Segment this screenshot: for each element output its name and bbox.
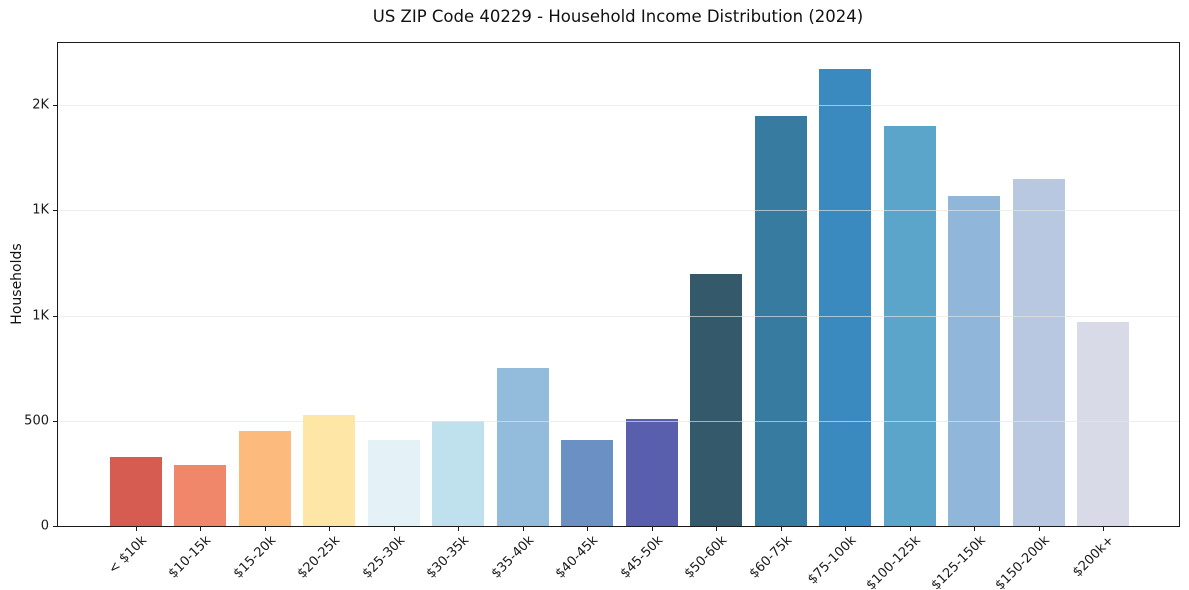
bar-$100-125k [883, 126, 936, 526]
x-tick-label: $40-45k [553, 533, 602, 582]
bar-$40-45k [561, 439, 613, 526]
y-tick-label: 2K [32, 97, 49, 113]
x-tick-mark [716, 527, 717, 531]
plot-area [57, 42, 1180, 527]
x-tick-mark [1103, 527, 1104, 531]
y-tick-label: 0 [40, 518, 49, 534]
x-tick-mark [329, 527, 330, 531]
x-tick-mark [974, 527, 975, 531]
x-tick-label: $200k+ [1070, 533, 1118, 581]
y-tick-mark [53, 420, 57, 422]
bar-$15-20k [238, 431, 291, 526]
bar-$45-50k [625, 418, 678, 526]
x-tick-label: $150-200k [992, 533, 1054, 590]
bar-$30-35k [432, 420, 484, 526]
x-tick-label: $15-20k [230, 533, 280, 582]
bar-< $10k [109, 456, 162, 526]
y-tick-mark [53, 105, 57, 107]
x-tick-mark [651, 527, 653, 531]
y-tick-mark [53, 526, 57, 527]
y-tick-label: 1K [32, 308, 49, 323]
bar-$200k+ [1077, 321, 1129, 526]
x-tick-label: $75-100k [805, 533, 860, 588]
y-tick-mark [53, 315, 57, 317]
x-tick-mark [200, 527, 201, 531]
x-tick-mark [458, 527, 459, 531]
gridline-2000 [58, 105, 1179, 107]
chart-title: US ZIP Code 40229 - Household Income Dis… [372, 7, 864, 26]
gridline-500 [58, 420, 1179, 422]
x-tick-label: $35-40k [488, 533, 538, 582]
x-tick-label: $45-50k [617, 533, 667, 582]
x-tick-mark [845, 527, 846, 531]
x-tick-label: $60-75k [746, 533, 796, 582]
x-tick-label: < $10k [106, 533, 151, 578]
x-tick-mark [587, 527, 588, 531]
x-tick-label: $25-30k [359, 533, 409, 582]
x-tick-label: $20-25k [295, 533, 344, 582]
gridline-1000 [58, 315, 1179, 317]
x-tick-label: $50-60k [682, 533, 731, 582]
y-tick-label: 500 [24, 413, 49, 429]
y-tick-label: 1K [32, 202, 49, 218]
bar-$125-150k [948, 195, 1000, 526]
bar-$75-100k [819, 69, 871, 526]
x-tick-mark [909, 527, 911, 531]
x-tick-label: $100-125k [863, 533, 925, 590]
x-tick-label: $125-150k [928, 533, 989, 590]
bar-$60-75k [754, 115, 807, 526]
bar-$150-200k [1012, 178, 1065, 526]
x-tick-label: $10-15k [166, 533, 215, 582]
bar-$35-40k [496, 368, 549, 526]
x-tick-mark [135, 527, 137, 531]
bar-$25-30k [367, 439, 420, 526]
x-tick-label: $30-35k [424, 533, 473, 582]
x-tick-mark [1038, 527, 1040, 531]
bar-$50-60k [690, 273, 742, 526]
bar-$20-25k [303, 414, 355, 526]
y-tick-mark [53, 210, 57, 212]
x-tick-mark [522, 527, 524, 531]
x-tick-mark [780, 527, 782, 531]
bar-$10-15k [174, 465, 226, 526]
x-tick-mark [264, 527, 266, 531]
gridline-1500 [58, 210, 1179, 212]
x-tick-mark [393, 527, 395, 531]
